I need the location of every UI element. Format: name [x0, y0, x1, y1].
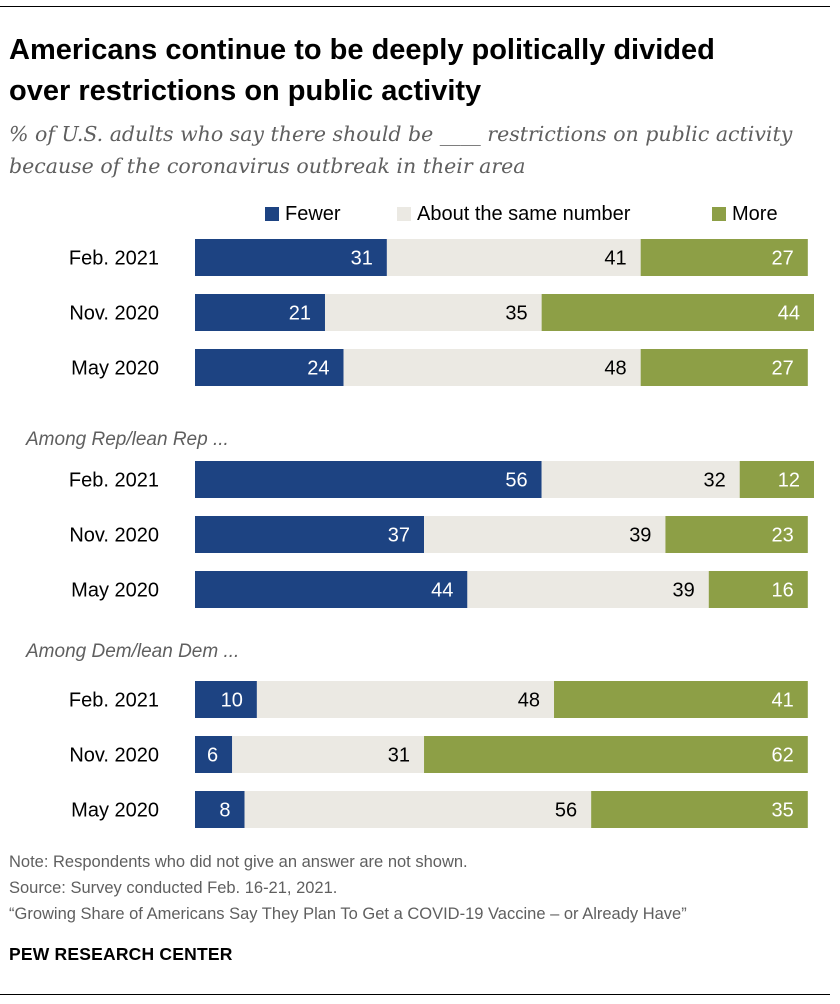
bar-more: [665, 516, 808, 553]
bar-more: [591, 791, 808, 828]
value-label-same: 39: [673, 580, 695, 602]
legend-item-same: About the same number: [397, 202, 630, 226]
subtitle-line-2: because of the coronavirus outbreak in t…: [9, 154, 526, 178]
bar-same: [256, 681, 555, 718]
value-label-same: 31: [388, 745, 410, 767]
legend-label-same: About the same number: [417, 202, 631, 225]
group-label-1: Among Rep/lean Rep ...: [25, 429, 229, 450]
value-label-more: 27: [772, 248, 794, 270]
bar-more: [554, 681, 808, 718]
bar-more: [640, 239, 808, 276]
bar-same: [386, 239, 641, 276]
bar-same: [324, 294, 542, 331]
value-label-fewer: 44: [431, 580, 453, 602]
legend-swatch-same: [397, 207, 411, 221]
value-label-fewer: 24: [307, 358, 329, 380]
value-label-more: 62: [772, 745, 794, 767]
row-label: Feb. 2021: [69, 248, 159, 270]
footer-source: Source: Survey conducted Feb. 16-21, 202…: [9, 879, 338, 897]
value-label-more: 16: [772, 580, 794, 602]
legend-item-more: More: [712, 202, 778, 226]
bar-same: [424, 516, 666, 553]
bar-fewer: [195, 516, 425, 553]
bar-fewer: [195, 736, 233, 773]
value-label-fewer: 10: [221, 690, 243, 712]
value-label-more: 41: [772, 690, 794, 712]
value-label-same: 35: [505, 303, 527, 325]
bar-same: [343, 349, 641, 386]
value-label-fewer: 31: [351, 248, 373, 270]
value-label-same: 41: [604, 248, 626, 270]
value-label-same: 39: [629, 525, 651, 547]
value-label-more: 35: [772, 800, 794, 822]
chart-title: Americans continue to be deeply politica…: [9, 30, 824, 112]
footer-report: “Growing Share of Americans Say They Pla…: [9, 905, 687, 923]
row-label: May 2020: [71, 800, 159, 822]
bar-fewer: [195, 791, 245, 828]
bar-more: [739, 461, 814, 498]
value-label-fewer: 37: [388, 525, 410, 547]
group-label-2: Among Dem/lean Dem ...: [25, 641, 239, 662]
value-label-more: 27: [772, 358, 794, 380]
bar-fewer: [195, 571, 468, 608]
title-line-2: over restrictions on public activity: [9, 75, 482, 107]
bar-same: [244, 791, 592, 828]
row-label: Feb. 2021: [69, 690, 159, 712]
value-label-more: 12: [778, 470, 800, 492]
subtitle-line-1: % of U.S. adults who say there should be…: [9, 122, 793, 146]
bar-fewer: [195, 239, 387, 276]
bar-same: [541, 461, 740, 498]
bar-fewer: [195, 294, 325, 331]
bar-same: [467, 571, 709, 608]
row-label: Nov. 2020: [69, 745, 159, 767]
chart-subtitle: % of U.S. adults who say there should be…: [9, 118, 824, 182]
row-label: May 2020: [71, 358, 159, 380]
brand-name: PEW RESEARCH CENTER: [9, 944, 233, 964]
legend-swatch-more: [712, 207, 726, 221]
bar-same: [232, 736, 425, 773]
legend-swatch-fewer: [265, 207, 279, 221]
row-label: Feb. 2021: [69, 470, 159, 492]
value-label-same: 48: [518, 690, 540, 712]
value-label-fewer: 56: [505, 470, 527, 492]
legend-label-more: More: [732, 202, 778, 225]
bar-fewer: [195, 349, 344, 386]
value-label-fewer: 21: [289, 303, 311, 325]
title-line-1: Americans continue to be deeply politica…: [9, 34, 715, 66]
value-label-more: 23: [772, 525, 794, 547]
value-label-same: 32: [703, 470, 725, 492]
legend-item-fewer: Fewer: [265, 202, 341, 226]
value-label-same: 56: [555, 800, 577, 822]
row-label: May 2020: [71, 580, 159, 602]
bar-more: [708, 571, 808, 608]
bar-more: [640, 349, 808, 386]
row-label: Nov. 2020: [69, 303, 159, 325]
value-label-fewer: 6: [207, 745, 218, 767]
value-label-same: 48: [604, 358, 626, 380]
value-label-more: 44: [778, 303, 800, 325]
bottom-rule: [0, 994, 830, 995]
footer-note: Note: Respondents who did not give an an…: [9, 853, 468, 871]
legend-label-fewer: Fewer: [285, 202, 341, 225]
bar-more: [424, 736, 808, 773]
value-label-fewer: 8: [219, 800, 230, 822]
bar-fewer: [195, 681, 257, 718]
top-rule: [0, 6, 830, 7]
bar-more: [541, 294, 814, 331]
row-label: Nov. 2020: [69, 525, 159, 547]
bar-fewer: [195, 461, 542, 498]
